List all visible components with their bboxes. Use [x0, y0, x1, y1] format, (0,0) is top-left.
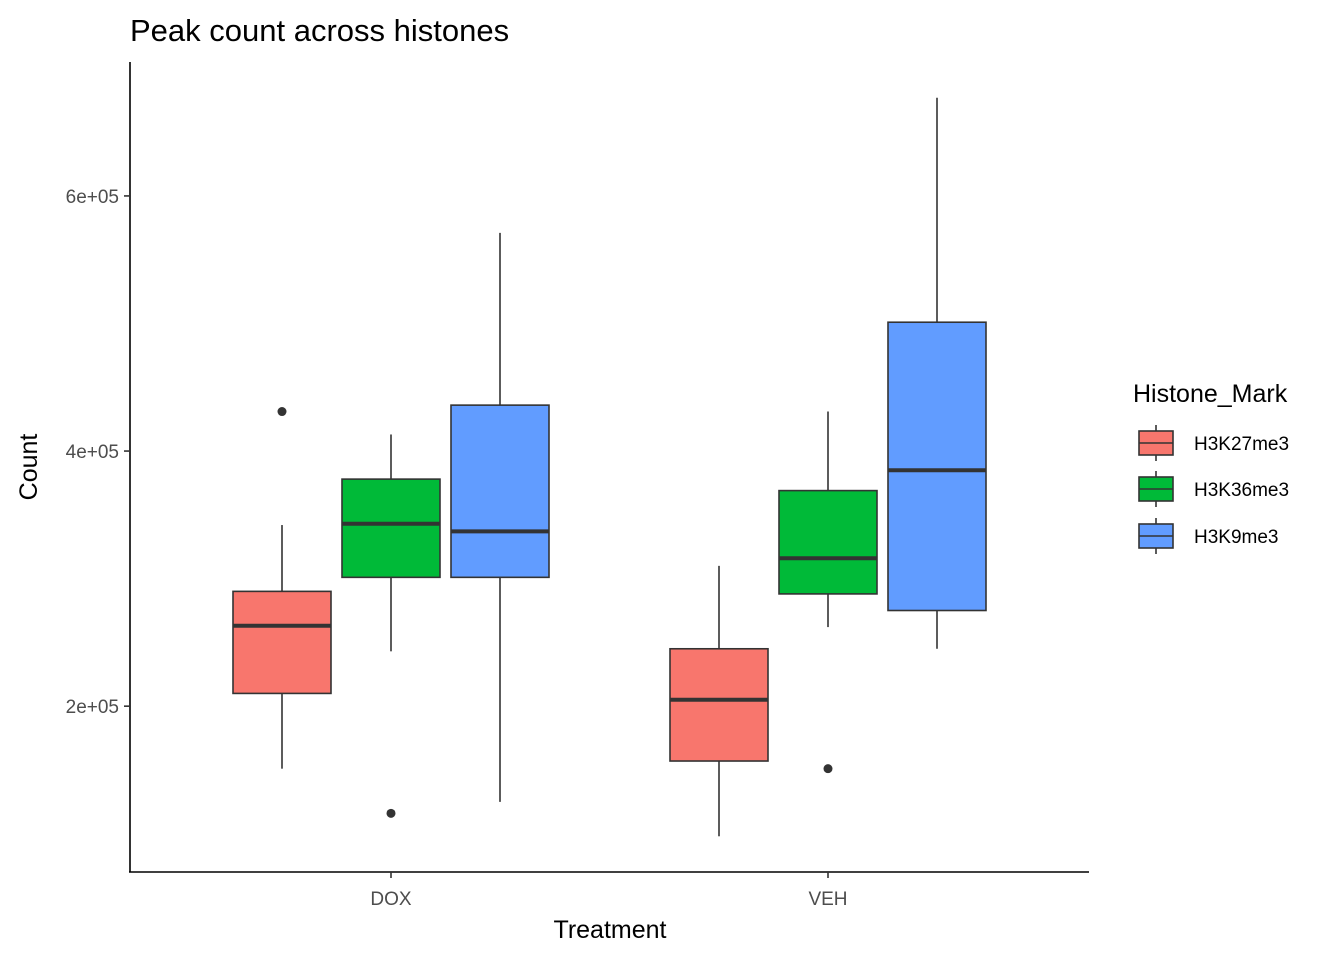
legend-title: Histone_Mark [1133, 380, 1288, 408]
legend: Histone_Mark H3K27me3 H3K36me3 H3K9me3 [1133, 380, 1289, 554]
legend-label: H3K36me3 [1194, 480, 1289, 501]
outlier-point [277, 407, 287, 417]
legend-item-h3k36me3: H3K36me3 [1138, 471, 1289, 507]
box-iqr [669, 647, 769, 762]
x-axis-title: Treatment [553, 916, 666, 944]
x-tick-label-dox: DOX [370, 889, 412, 910]
x-axis-ticks: DOX VEH [370, 872, 848, 910]
legend-items: H3K27me3 H3K36me3 H3K9me3 [1138, 425, 1289, 554]
legend-item-h3k27me3: H3K27me3 [1138, 425, 1289, 461]
outlier-point [386, 808, 396, 818]
outlier-point [823, 764, 833, 774]
box-iqr [450, 404, 550, 579]
legend-label: H3K9me3 [1194, 527, 1279, 548]
legend-item-h3k9me3: H3K9me3 [1138, 518, 1279, 554]
y-axis-title: Count [15, 434, 43, 501]
box-h3k27me3-dox [232, 407, 332, 769]
box-iqr [887, 321, 987, 612]
box-h3k9me3-veh [887, 97, 987, 649]
y-tick-label: 6e+05 [66, 187, 119, 208]
y-tick-label: 4e+05 [66, 442, 119, 463]
box-iqr [778, 489, 878, 595]
plot-marks [232, 97, 987, 837]
box-iqr [232, 590, 332, 695]
box-iqr [341, 478, 441, 579]
box-h3k27me3-veh [669, 565, 769, 837]
y-tick-label: 2e+05 [66, 697, 119, 718]
y-axis-ticks: 2e+05 4e+05 6e+05 [66, 187, 130, 718]
x-tick-label-veh: VEH [808, 889, 847, 910]
box-h3k36me3-dox [341, 434, 441, 818]
legend-label: H3K27me3 [1194, 434, 1289, 455]
box-h3k9me3-dox [450, 232, 550, 802]
box-h3k36me3-veh [778, 411, 878, 774]
chart-title: Peak count across histones [130, 13, 509, 48]
